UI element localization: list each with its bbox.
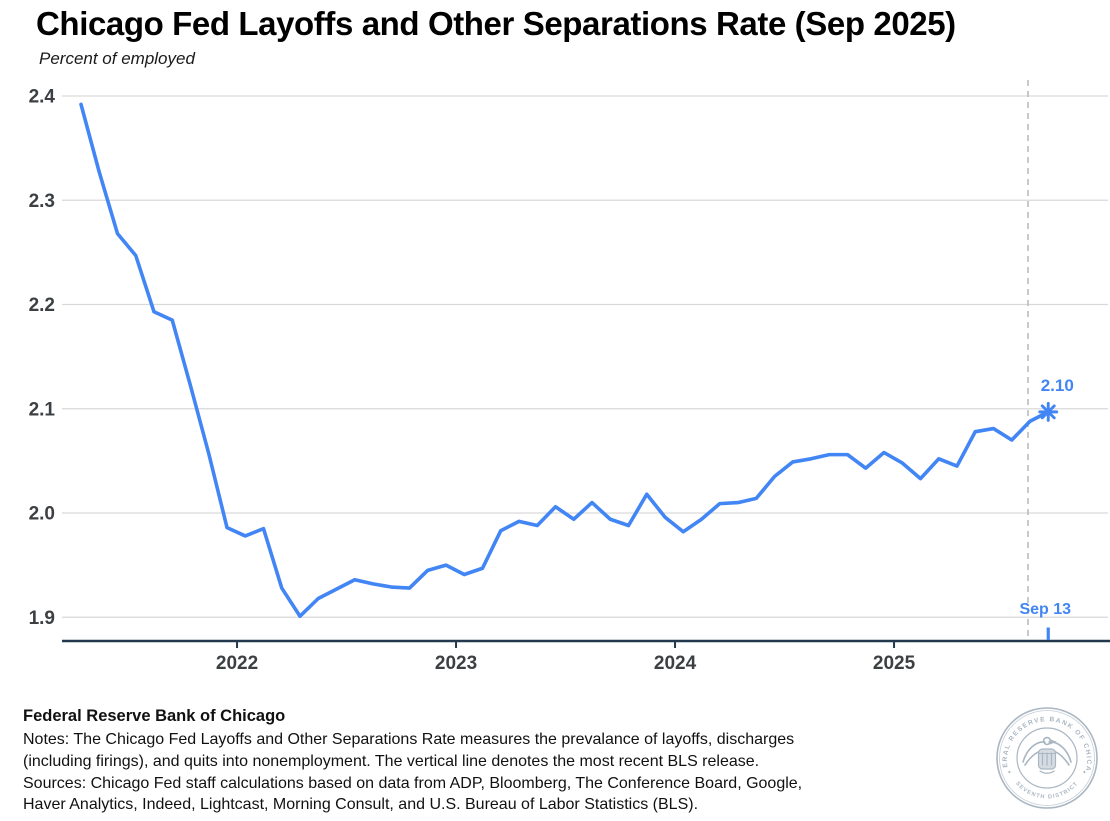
x-tick-label: 2024 [654, 653, 697, 674]
footer-notes-line: (including firings), and quits into none… [23, 752, 760, 770]
fed-seal-logo: FEDERAL RESERVE BANK OF CHICAGO SEVENTH … [996, 707, 1098, 809]
x-tick-label: 2025 [873, 653, 916, 674]
x-tick-label: 2023 [435, 653, 477, 674]
chart-y-axis-label: Percent of employed [39, 49, 195, 68]
footer: Federal Reserve Bank of Chicago Notes: T… [23, 707, 973, 816]
y-tick-label: 1.9 [29, 608, 55, 629]
footer-notes-line: Notes: The Chicago Fed Layoffs and Other… [23, 731, 795, 748]
last-point-star-marker [1038, 401, 1059, 422]
footer-sources-line: Sources: Chicago Fed staff calculations … [23, 774, 803, 792]
x-axis: 2022 2023 2024 2025 [62, 639, 1110, 674]
last-date-label: Sep 13 [1019, 601, 1071, 618]
x-tick-label: 2022 [216, 653, 258, 674]
seal-outer-ring [996, 707, 1098, 809]
chart-canvas: 2.4 2.3 2.2 2.1 2.0 1.9 2022 2023 2024 2025 2.10 Se… [29, 80, 1110, 674]
y-tick-label: 2.2 [29, 295, 55, 316]
seal-star-right: ✦ [1082, 769, 1087, 776]
y-tick-label: 2.0 [29, 504, 55, 525]
page-title: Chicago Fed Layoffs and Other Separation… [36, 5, 956, 42]
last-value-label: 2.10 [1041, 376, 1074, 395]
y-gridlines [62, 95, 1108, 618]
footer-sources-line: Haver Analytics, Indeed, Lightcast, Morn… [23, 796, 699, 814]
y-tick-labels: 2.4 2.3 2.2 2.1 2.0 1.9 [29, 87, 56, 629]
y-tick-label: 2.3 [29, 191, 55, 212]
seal-text-bottom: SEVENTH DISTRICT [1014, 781, 1080, 801]
y-tick-label: 2.4 [29, 87, 56, 108]
footer-org-name: Federal Reserve Bank of Chicago [23, 707, 286, 725]
seal-inner-ring [999, 710, 1095, 806]
y-tick-label: 2.1 [29, 399, 56, 420]
series-line [79, 102, 1051, 619]
seal-center-ring [1016, 727, 1078, 789]
seal-star-left: ✦ [1007, 769, 1012, 776]
seal-eagle-icon [1022, 736, 1072, 774]
